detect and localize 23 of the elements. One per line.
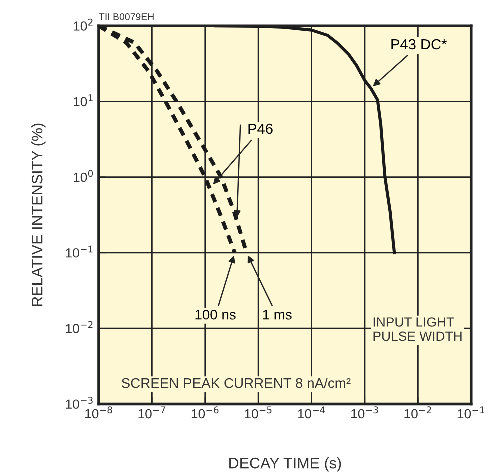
x-tick-label: 10$^{−6}$ bbox=[192, 406, 219, 419]
y-axis-title: RELATIVE INTENSITY (%) bbox=[32, 124, 46, 306]
y-tick-label: 10$^{−3}$ bbox=[66, 397, 93, 410]
text: P43 DC* bbox=[392, 39, 447, 50]
y-tick-label: 10$^{1}$ bbox=[74, 94, 93, 107]
text: 100 ns bbox=[196, 310, 236, 320]
x-tick-label: 10$^{−8}$ bbox=[86, 406, 112, 419]
annotation: P46 bbox=[248, 124, 273, 134]
annotation: SCREEN PEAK CURRENT 8 nA/cm² bbox=[122, 378, 351, 388]
x-tick-label: 10$^{−5}$ bbox=[245, 406, 272, 419]
y-tick-label: 10$^{−2}$ bbox=[66, 321, 93, 334]
x-tick-label: 10$^{−3}$ bbox=[352, 406, 378, 419]
x-tick-label: 10$^{−1}$ bbox=[458, 406, 484, 419]
text: TII B0079EH bbox=[99, 14, 154, 20]
x-tick-label: 10$^{−4}$ bbox=[298, 406, 326, 419]
text: 1 ms bbox=[263, 310, 292, 320]
annotation: INPUT LIGHT PULSE WIDTH bbox=[374, 318, 462, 342]
x-tick-label: 10$^{−2}$ bbox=[404, 406, 432, 419]
y-tick-label: 10$^{−1}$ bbox=[66, 246, 93, 258]
x-tick-label: 10$^{−7}$ bbox=[138, 406, 166, 419]
x-axis-title: DECAY TIME (s) bbox=[230, 457, 342, 472]
y-tick-label: 10$^{2}$ bbox=[74, 18, 93, 31]
y-tick-label: 10$^{0}$ bbox=[74, 170, 94, 182]
